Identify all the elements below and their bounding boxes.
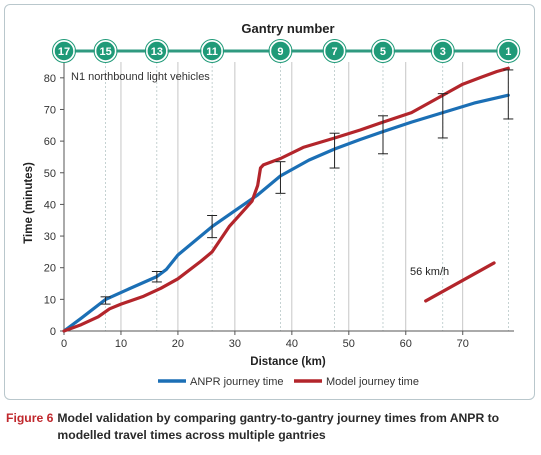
gantry-circle — [323, 40, 346, 62]
gantry-circle — [497, 40, 520, 62]
chart-frame — [4, 4, 535, 400]
route-annotation: N1 northbound light vehicles — [71, 71, 210, 83]
y-axis-label: Time (minutes) — [23, 162, 35, 244]
y-tick-label: 70 — [44, 104, 56, 116]
legend-label-model: Model journey time — [326, 376, 419, 388]
x-tick-label: 60 — [400, 338, 412, 350]
gantry-circle — [53, 40, 75, 62]
y-tick-label: 0 — [50, 326, 56, 338]
gantry-ring — [430, 39, 455, 63]
speed-annotation: 56 km/h — [410, 266, 449, 278]
legend-label-anpr: ANPR journey time — [190, 376, 284, 388]
gantry-label: 3 — [440, 46, 446, 58]
figure-caption: Figure 6 Model validation by comparing g… — [6, 410, 534, 444]
gantry-label: 15 — [99, 46, 111, 58]
gantry-marker: 11 — [200, 39, 225, 63]
error-bar — [377, 115, 388, 155]
gantry-label: 1 — [505, 46, 511, 58]
gantry-label: 9 — [277, 46, 283, 58]
error-bar — [329, 132, 340, 169]
y-tick-label: 40 — [44, 199, 56, 211]
x-tick-label: 50 — [343, 338, 355, 350]
y-tick-label: 80 — [44, 73, 56, 85]
error-bar — [207, 214, 218, 239]
gantry-marker: 3 — [430, 39, 455, 63]
gantry-circle — [94, 40, 117, 62]
figure-label: Figure 6 — [6, 411, 54, 425]
anpr-journey-line — [62, 93, 510, 333]
gantry-marker: 9 — [268, 39, 293, 63]
gantry-marker: 15 — [93, 39, 118, 63]
gantry-circle — [372, 40, 394, 62]
gantry-marker: 7 — [322, 39, 347, 63]
gantry-ring — [370, 39, 395, 63]
series-lines — [62, 66, 510, 333]
gantry-ring — [268, 39, 293, 63]
x-tick-label: 0 — [61, 338, 67, 350]
caption-text: Model validation by comparing gantry-to-… — [57, 411, 500, 442]
gantry-label: 5 — [380, 46, 386, 58]
gantry-marker: 5 — [370, 39, 395, 63]
x-tick-label: 10 — [115, 338, 127, 350]
x-tick-label: 20 — [172, 338, 184, 350]
y-tick-label: 10 — [44, 294, 56, 306]
error-bars — [100, 69, 514, 305]
gantry-ring — [496, 39, 521, 63]
legend: ANPR journey time Model journey time — [158, 376, 419, 388]
gantry-label: 7 — [332, 46, 338, 58]
speed-reference-line — [424, 261, 496, 303]
x-tick-label: 70 — [457, 338, 469, 350]
gantry-ring — [52, 39, 76, 63]
gantry-marker: 17 — [52, 39, 76, 63]
gantry-ring — [200, 39, 225, 63]
axes: 0 10 20 30 40 50 60 70 80 0 10 20 30 40 50 60 70 — [44, 62, 514, 350]
gantry-ring — [93, 39, 118, 63]
gantry-marker: 1 — [496, 39, 521, 63]
chart-title: Gantry number — [241, 21, 334, 36]
y-tick-label: 30 — [44, 231, 56, 243]
x-tick-label: 30 — [229, 338, 241, 350]
error-bar — [503, 69, 514, 120]
y-tick-label: 50 — [44, 168, 56, 180]
gantry-markers: 17 15 13 11 9 7 5 3 1 — [52, 39, 521, 63]
error-bar — [100, 296, 111, 305]
x-axis-label: Distance (km) — [250, 356, 326, 368]
gantry-circle — [201, 40, 223, 62]
gantry-ring — [322, 39, 347, 63]
error-bar — [275, 161, 286, 194]
grid-lines — [63, 62, 509, 331]
error-bar — [437, 93, 448, 139]
error-bar — [151, 271, 162, 283]
gantry-label: 11 — [206, 46, 218, 58]
y-tick-label: 60 — [44, 136, 56, 148]
gantry-marker: 13 — [144, 39, 169, 63]
y-tick-label: 20 — [44, 263, 56, 275]
gantry-circle — [269, 40, 292, 62]
gantry-circle — [432, 40, 454, 62]
x-tick-label: 40 — [286, 338, 298, 350]
gantry-label: 13 — [151, 46, 163, 58]
gantry-ring — [144, 39, 169, 63]
gantry-circle — [146, 40, 168, 62]
gantry-label: 17 — [58, 46, 70, 58]
